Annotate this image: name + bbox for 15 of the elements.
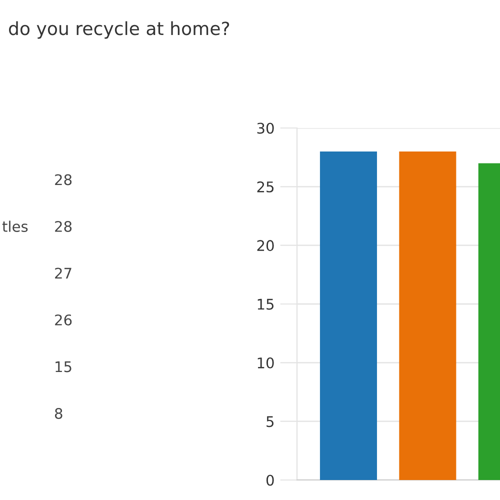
text: 15 [56,361,72,372]
text: 27 [55,268,72,279]
y-tick-label: 10 [258,357,274,368]
text: do you recycle at home? [8,21,230,39]
y-tick-label: 15 [258,298,274,310]
text: 28 [55,220,72,232]
text: tles [2,220,28,232]
text: 28 [55,174,72,186]
y-tick-label: 25 [257,181,274,192]
y-tick-label: 0 [266,474,274,486]
y-tick-label: 30 [257,122,274,134]
y-tick-label: 5 [266,416,274,428]
text: 8 [54,408,62,419]
text: 26 [55,314,72,326]
y-tick-label: 20 [257,240,274,252]
